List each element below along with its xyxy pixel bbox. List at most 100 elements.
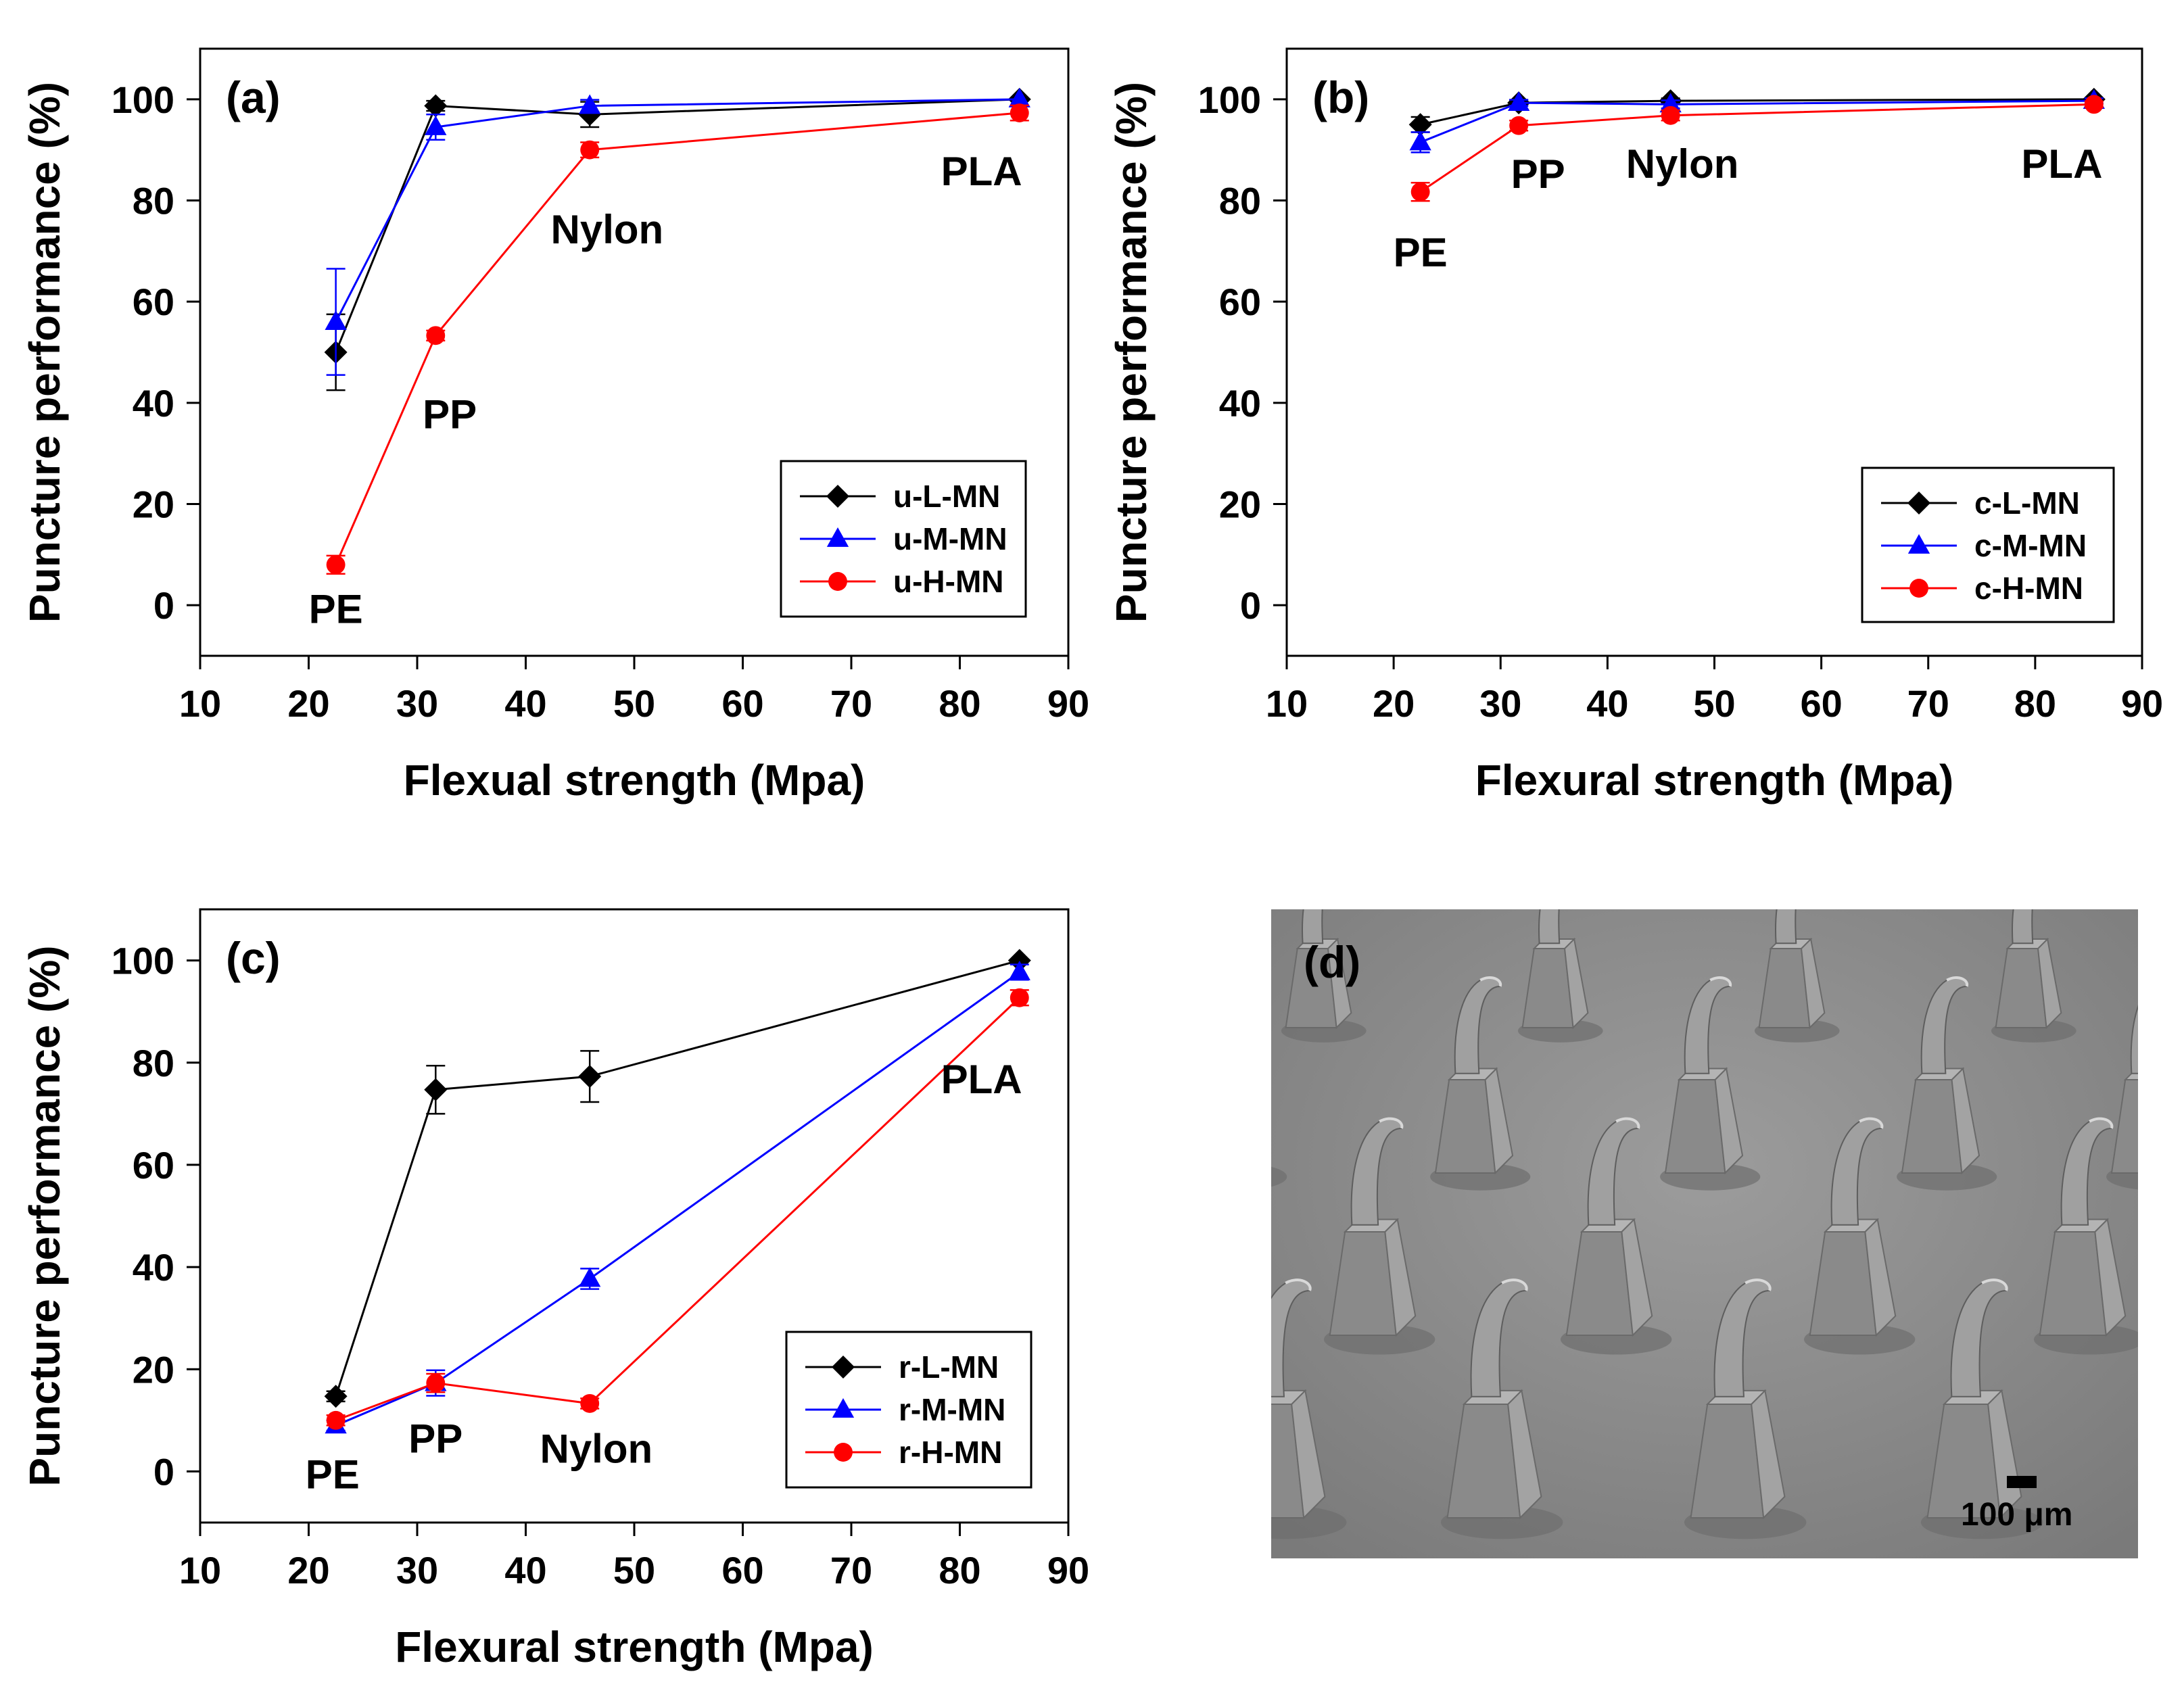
- microneedle: [1684, 1278, 1807, 1539]
- x-tick-label: 50: [613, 682, 655, 725]
- x-tick-label: 40: [504, 682, 546, 725]
- legend-marker: [1907, 534, 1930, 554]
- microneedle: [1754, 909, 1840, 1043]
- legend-label: r-L-MN: [899, 1349, 999, 1385]
- annotation-label: PLA: [941, 1057, 1022, 1102]
- data-point: [424, 94, 448, 118]
- data-point: [425, 115, 447, 135]
- series-line: [335, 112, 1020, 565]
- y-tick-label: 80: [133, 1042, 174, 1084]
- series-line: [1420, 99, 2094, 143]
- annotation-label: PLA: [2021, 141, 2102, 187]
- microneedle: [1803, 1117, 1916, 1355]
- x-tick-label: 60: [721, 1549, 763, 1592]
- series-r-H-MN: [326, 988, 1029, 1430]
- y-tick-label: 0: [153, 584, 174, 627]
- microneedle: [1517, 909, 1603, 1043]
- scale-bar: [2007, 1476, 2037, 1488]
- annotation-label: Nylon: [1626, 141, 1739, 187]
- data-point: [1008, 87, 1030, 107]
- legend-label: u-M-MN: [893, 521, 1007, 556]
- x-axis-label: Flexural strength (Mpa): [1475, 756, 1954, 805]
- x-tick-label: 10: [179, 682, 221, 725]
- needle-front-face: [2110, 1079, 2138, 1174]
- x-tick-label: 40: [1586, 682, 1628, 725]
- y-tick-label: 100: [112, 940, 174, 982]
- needle-tip-highlight: [1859, 1117, 1884, 1129]
- series-c-M-MN: [1409, 89, 2105, 153]
- y-tick-label: 0: [153, 1450, 174, 1493]
- data-point: [1010, 103, 1029, 122]
- legend-marker: [832, 1398, 855, 1418]
- needle-tip-highlight: [1379, 1117, 1404, 1129]
- needle-shadow: [1271, 1166, 1287, 1187]
- x-tick-label: 10: [179, 1549, 221, 1592]
- series-u-H-MN: [326, 103, 1029, 575]
- x-tick-label: 90: [1047, 1549, 1089, 1592]
- x-tick-label: 30: [1479, 682, 1521, 725]
- chart-b: 10 20 30 40 50 60 70 80 90 0 20 40 60 80 100 Flexural s…: [1107, 47, 2163, 805]
- microneedle: [1440, 1278, 1563, 1539]
- x-tick-label: 40: [504, 1549, 546, 1592]
- needle-tip-highlight: [1285, 1278, 1312, 1291]
- legend-label: c-H-MN: [1974, 571, 2083, 606]
- microneedle: [1281, 909, 1367, 1043]
- microneedle: [1660, 976, 1761, 1191]
- y-tick-label: 40: [1219, 382, 1261, 425]
- series-c-H-MN: [1410, 95, 2104, 202]
- microneedle: [2106, 1005, 2138, 1190]
- microneedle: [1430, 976, 1531, 1191]
- panel-label: (b): [1312, 72, 1369, 122]
- legend-marker: [828, 572, 847, 591]
- data-point: [326, 555, 346, 575]
- x-tick-label: 80: [939, 1549, 980, 1592]
- annotation-label: PLA: [941, 149, 1022, 194]
- data-point: [1010, 988, 1029, 1007]
- data-point: [1507, 91, 1530, 111]
- needle-tip-highlight: [1981, 1278, 2008, 1291]
- data-point: [1409, 130, 1431, 151]
- data-point: [1659, 93, 1682, 113]
- legend-label: u-L-MN: [893, 479, 1000, 514]
- x-tick-label: 50: [1693, 682, 1735, 725]
- annotation-label: PE: [309, 586, 363, 631]
- legend-marker: [832, 1356, 855, 1379]
- needle-tip-highlight: [1744, 1278, 1772, 1291]
- data-point: [1661, 105, 1680, 125]
- annotation-label: PE: [306, 1452, 360, 1497]
- x-tick-label: 70: [1907, 682, 1949, 725]
- microneedle: [1897, 976, 1997, 1191]
- series-line: [335, 959, 1020, 1397]
- annotation-label: Nylon: [551, 207, 664, 252]
- needle-tip: [1775, 909, 1797, 944]
- x-tick-label: 10: [1266, 682, 1308, 725]
- x-tick-label: 20: [287, 1549, 329, 1592]
- data-point: [579, 94, 601, 114]
- microneedle: [1271, 1278, 1347, 1539]
- x-tick-label: 60: [1800, 682, 1842, 725]
- x-tick-label: 30: [396, 682, 438, 725]
- series-line: [335, 98, 1020, 353]
- series-u-M-MN: [325, 87, 1030, 376]
- data-point: [424, 1078, 448, 1101]
- series-line: [335, 997, 1020, 1422]
- x-tick-label: 70: [830, 1549, 872, 1592]
- x-axis-label: Flexual strength (Mpa): [404, 756, 865, 805]
- annotation-label: PP: [1511, 151, 1565, 197]
- x-tick-label: 90: [2121, 682, 2163, 725]
- legend: u-L-MN u-M-MN u-H-MN: [780, 460, 1027, 618]
- needle-tip-highlight: [1615, 1117, 1640, 1129]
- y-tick-label: 20: [1219, 483, 1261, 526]
- panel-label: (a): [226, 72, 281, 122]
- series-line: [335, 98, 1020, 322]
- needle-tip-highlight: [1709, 976, 1732, 987]
- panel-label: (c): [226, 933, 281, 983]
- legend: r-L-MN r-M-MN r-H-MN: [785, 1331, 1032, 1489]
- series-line: [1419, 103, 2094, 193]
- data-point: [580, 1393, 600, 1413]
- data-point: [326, 1410, 346, 1430]
- needle-tip: [1538, 909, 1561, 944]
- data-point: [1408, 113, 1432, 137]
- y-tick-label: 60: [133, 1144, 174, 1187]
- chart-c: 10 20 30 40 50 60 70 80 90 0 20 40 60 80 100 Flexural s…: [20, 908, 1089, 1671]
